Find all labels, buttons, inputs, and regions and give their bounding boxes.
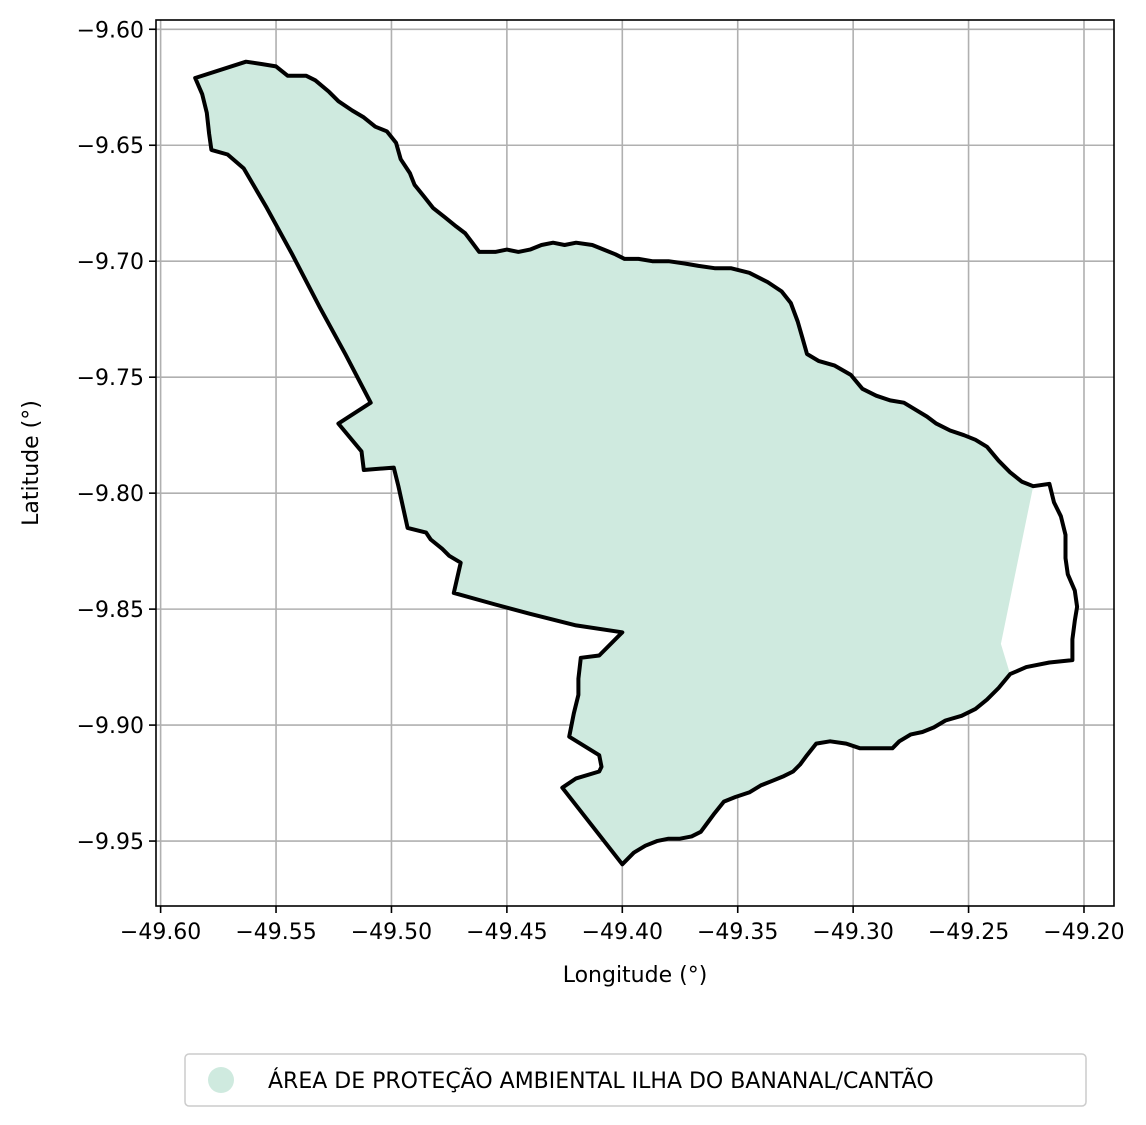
y-tick-label: −9.90 — [77, 714, 144, 739]
y-tick-label: −9.75 — [77, 366, 144, 391]
x-tick-label: −49.35 — [697, 920, 778, 945]
y-tick-label: −9.85 — [77, 598, 144, 623]
area-unfilled-notch — [1000, 483, 1078, 675]
x-axis-ticks: −49.60 −49.55 −49.50 −49.45 −49.40 −49.35 −49.… — [120, 906, 1125, 945]
y-axis-ticks: −9.60 −9.65 −9.70 −9.75 −9.80 −9.85 −9.90 −9.95 — [77, 18, 156, 855]
x-tick-label: −49.50 — [351, 920, 432, 945]
x-tick-label: −49.60 — [120, 920, 201, 945]
x-tick-label: −49.25 — [928, 920, 1009, 945]
legend-marker — [208, 1067, 234, 1093]
x-tick-label: −49.40 — [582, 920, 663, 945]
y-tick-label: −9.95 — [77, 830, 144, 855]
legend: ÁREA DE PROTEÇÃO AMBIENTAL ILHA DO BANAN… — [184, 1053, 1087, 1107]
area-polygon-outline — [193, 59, 1080, 867]
area-outline — [193, 59, 1080, 867]
x-axis-label: Longitude (°) — [563, 963, 708, 988]
y-tick-label: −9.65 — [77, 134, 144, 159]
x-tick-label: −49.45 — [466, 920, 547, 945]
axes-frame — [155, 19, 1115, 907]
x-tick-label: −49.55 — [235, 920, 316, 945]
y-tick-label: −9.80 — [77, 482, 144, 507]
y-tick-label: −9.70 — [77, 250, 144, 275]
x-tick-label: −49.20 — [1043, 920, 1124, 945]
area-polygon-fill — [195, 61, 1078, 865]
area-fill — [195, 61, 1078, 865]
x-tick-label: −49.30 — [812, 920, 893, 945]
y-axis-label: Latitude (°) — [19, 400, 44, 526]
y-tick-label: −9.60 — [77, 18, 144, 43]
legend-box — [184, 1053, 1087, 1107]
legend-label: ÁREA DE PROTEÇÃO AMBIENTAL ILHA DO BANAN… — [268, 1067, 934, 1094]
